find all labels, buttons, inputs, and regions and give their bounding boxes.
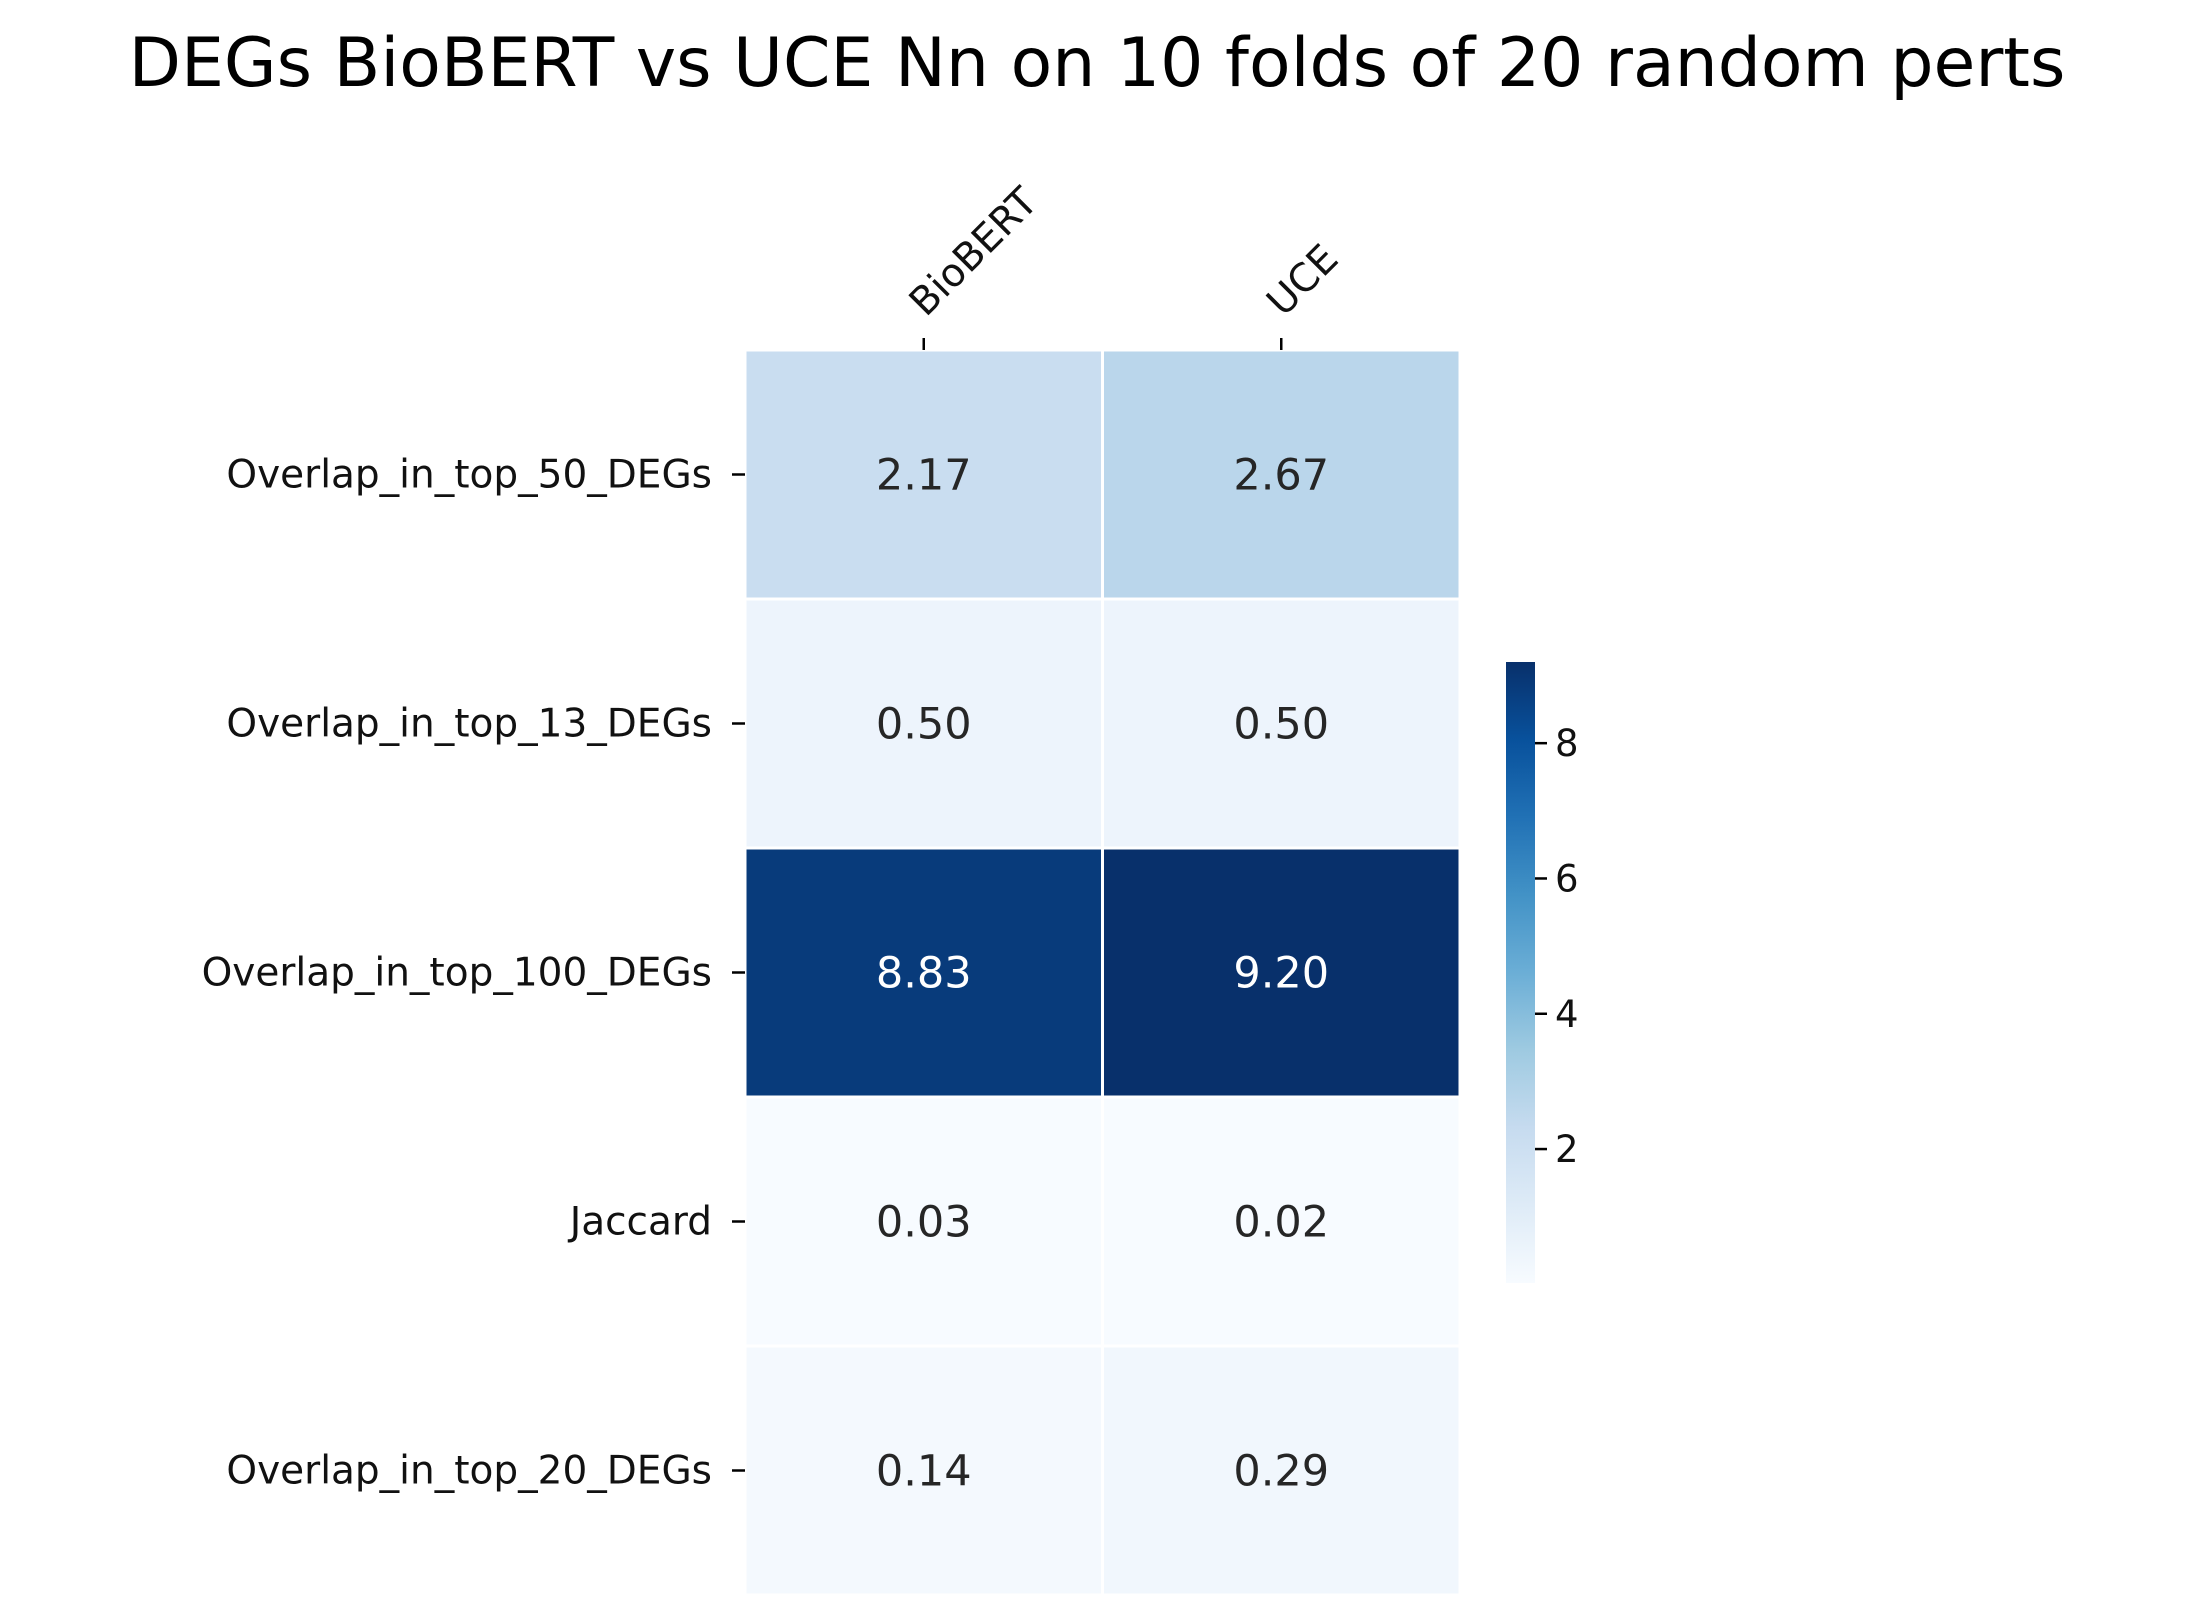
cell-value-label: 0.14 (876, 1447, 972, 1497)
colorbar-tick-label: 6 (1555, 857, 1579, 900)
cell-value-label: 8.83 (876, 949, 972, 999)
heatmap-cell (1101, 1095, 1462, 1348)
heatmap-cell (743, 846, 1104, 1099)
x-tick-label: UCE (1259, 236, 1348, 325)
y-tick-label: Overlap_in_top_20_DEGs (226, 1449, 712, 1494)
cell-value-label: 0.29 (1233, 1447, 1329, 1497)
heatmap-cells: 2.17 2.67 0.50 0.50 8.83 9.20 0.03 0.02 0.14 0.29 (743, 348, 1462, 1597)
y-tick-label: Overlap_in_top_13_DEGs (226, 702, 712, 747)
heatmap-cell (1101, 846, 1462, 1099)
y-tick-label: Overlap_in_top_100_DEGs (202, 951, 712, 996)
heatmap-cell (1101, 597, 1462, 850)
y-tick-label: Jaccard (567, 1200, 712, 1245)
heatmap-cell (1101, 1344, 1462, 1597)
cell-value-label: 2.17 (876, 451, 972, 501)
chart-title: DEGs BioBERT vs UCE Nn on 10 folds of 20… (129, 24, 2066, 103)
y-tick-label: Overlap_in_top_50_DEGs (226, 453, 712, 498)
heatmap-cell (1101, 348, 1462, 601)
y-axis: Overlap_in_top_50_DEGs Overlap_in_top_13_… (202, 453, 745, 1494)
cell-value-label: 0.02 (1233, 1198, 1329, 1248)
heatmap-cell (743, 597, 1104, 850)
colorbar-tick-label: 8 (1555, 722, 1579, 765)
cell-value-label: 0.50 (1233, 700, 1329, 750)
colorbar-tick-label: 4 (1555, 993, 1579, 1036)
colorbar-tick-label: 2 (1555, 1128, 1579, 1171)
cell-value-label: 9.20 (1233, 949, 1329, 999)
cell-value-label: 0.50 (876, 700, 972, 750)
heatmap-cell (743, 348, 1104, 601)
colorbar-fill (1506, 662, 1535, 1283)
cell-value-label: 2.67 (1233, 451, 1329, 501)
cell-value-label: 0.03 (876, 1198, 972, 1248)
colorbar: 2 4 6 8 (1506, 662, 1579, 1283)
x-axis: BioBERT UCE (901, 179, 1347, 350)
x-tick-label: BioBERT (901, 179, 1047, 325)
